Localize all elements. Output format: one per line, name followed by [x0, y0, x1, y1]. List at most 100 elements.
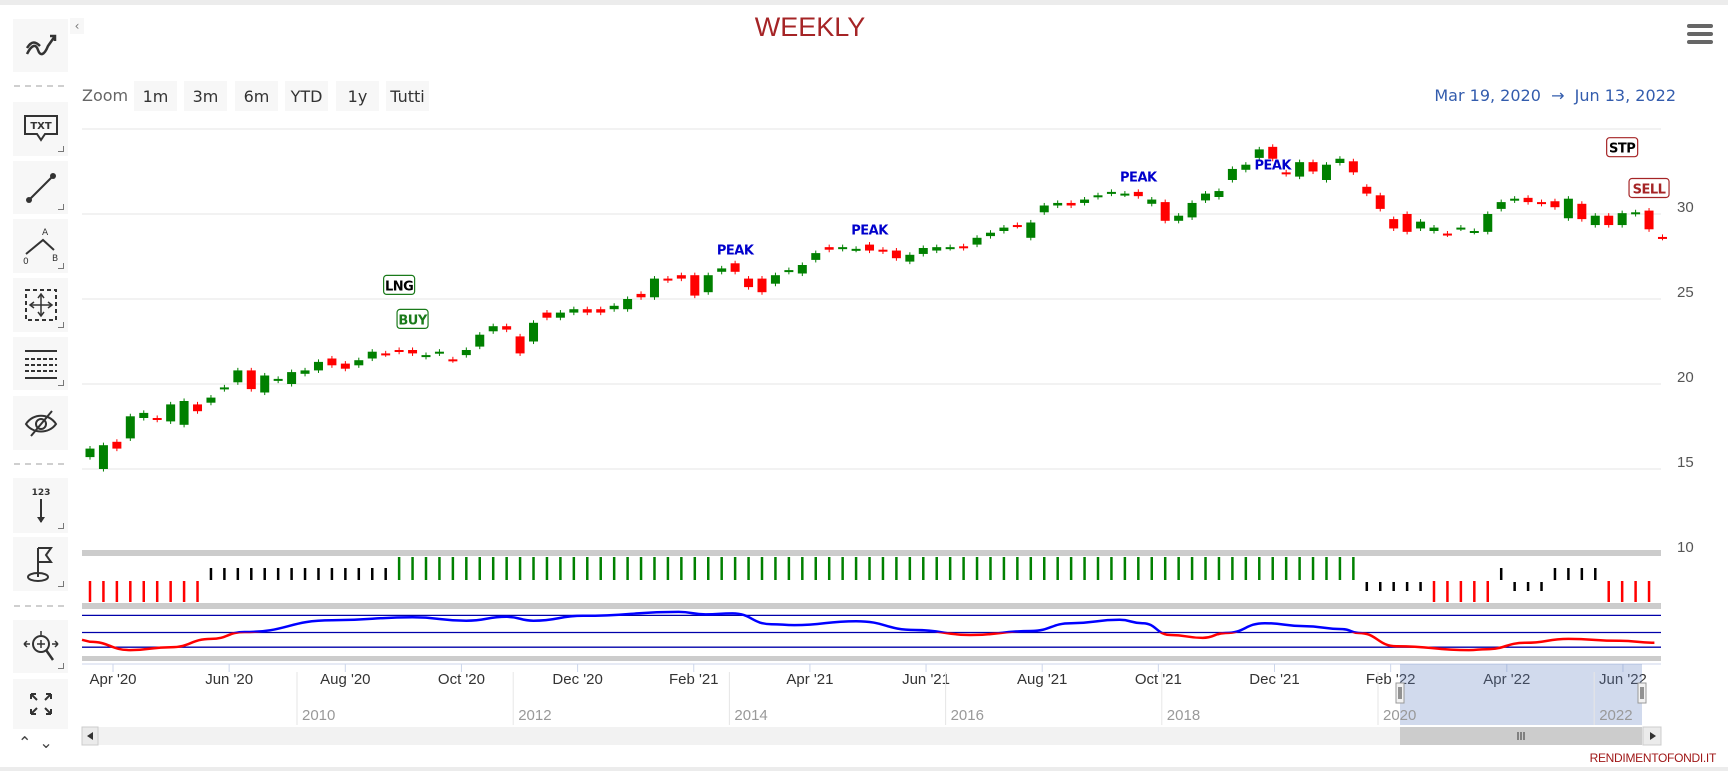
eye-off-icon — [24, 410, 57, 437]
y-axis-label: 30 — [1677, 199, 1694, 216]
flag-label: PEAK — [1120, 171, 1158, 186]
top-band — [0, 0, 1728, 5]
candle-body — [152, 418, 162, 420]
flag-button[interactable] — [13, 537, 68, 591]
candle — [1389, 216, 1399, 231]
handle-body — [1637, 682, 1647, 704]
scroll-down-icon[interactable]: ⌄ — [39, 733, 53, 752]
candle-body — [636, 293, 646, 298]
zoom-all-button[interactable]: Tutti — [386, 81, 429, 111]
zoom-1y-button[interactable]: 1y — [336, 81, 379, 111]
fibonacci-button[interactable] — [13, 337, 68, 390]
x-axis-label: Apr '21 — [786, 671, 833, 688]
candle-body — [1362, 186, 1372, 194]
text-annotation-button[interactable]: TXT — [13, 102, 68, 156]
zoom-3m-button[interactable]: 3m — [184, 81, 227, 111]
candle-body — [757, 278, 767, 293]
navigator-year-label: 2016 — [951, 707, 984, 724]
candle — [1281, 169, 1291, 177]
candle — [1201, 191, 1211, 203]
elliott-wave-button[interactable]: A 0 B — [13, 219, 68, 273]
candle — [1483, 211, 1493, 235]
indicators-button[interactable] — [13, 19, 68, 72]
candle-body — [1066, 202, 1076, 206]
candle-body — [85, 448, 95, 458]
candle-body — [1389, 219, 1399, 229]
scroll-right-icon — [1650, 732, 1656, 740]
candle — [542, 310, 552, 321]
candle-body — [300, 370, 310, 374]
x-axis-label: Oct '20 — [438, 671, 485, 688]
candle — [1308, 159, 1318, 175]
candle-body — [878, 249, 888, 252]
candle — [1577, 201, 1587, 222]
candle — [985, 230, 995, 239]
candle-body — [327, 358, 337, 366]
candle — [85, 446, 95, 460]
candle — [569, 306, 579, 316]
fullscreen-button[interactable] — [13, 679, 68, 729]
candle-body — [999, 227, 1009, 231]
candle-body — [972, 237, 982, 245]
candle — [1604, 213, 1614, 228]
candle — [287, 369, 297, 387]
candle-body — [529, 322, 539, 342]
zoom-ytd-button[interactable]: YTD — [285, 81, 328, 111]
candle-body — [1174, 215, 1184, 221]
candle — [1187, 200, 1197, 220]
candle — [1227, 166, 1237, 183]
candle-body — [770, 275, 780, 284]
candle — [730, 260, 740, 275]
zoom-move-icon — [22, 630, 59, 661]
vertical-counter-button[interactable]: 123 — [13, 478, 68, 533]
navigator-handle[interactable] — [1637, 682, 1647, 704]
candle — [1335, 156, 1345, 166]
toggle-annotations-button[interactable] — [13, 396, 68, 450]
candle-body — [1657, 236, 1667, 239]
navigator-handle[interactable] — [1395, 682, 1405, 704]
candle — [1160, 199, 1170, 224]
candle — [717, 265, 727, 275]
candle — [824, 244, 834, 253]
candle — [1416, 219, 1426, 231]
fullscreen-icon — [29, 693, 52, 715]
range-to-input[interactable]: Jun 13, 2022 — [1574, 86, 1676, 105]
candle-body — [690, 275, 700, 296]
candle-body — [851, 248, 861, 251]
flag-box — [1606, 137, 1639, 158]
hamburger-menu-icon[interactable] — [1687, 24, 1713, 44]
candle-body — [1039, 205, 1049, 213]
y-axis-label: 15 — [1677, 454, 1694, 471]
flag-label: PEAK — [1254, 159, 1292, 174]
candle-body — [838, 247, 848, 250]
chart-title: WEEKLY — [754, 12, 866, 42]
candle-body — [985, 232, 995, 237]
indicators-icon — [25, 34, 56, 55]
candle — [98, 442, 108, 472]
navigator[interactable]: 2010 2012 2014 2016 2018 2020 2022 — [296, 664, 1647, 725]
candle-body — [1442, 233, 1452, 236]
zoom-1m-button[interactable]: 1m — [134, 81, 177, 111]
candle-body — [1147, 199, 1157, 204]
zoom-change-button[interactable] — [13, 620, 68, 673]
candle-body — [1604, 215, 1614, 226]
navigator-year-label: 2018 — [1167, 707, 1200, 724]
line-tool-button[interactable] — [13, 161, 68, 214]
measure-button[interactable] — [13, 278, 68, 332]
x-axis-label: Feb '21 — [669, 671, 719, 688]
candle — [1456, 225, 1466, 231]
candle — [112, 439, 122, 452]
candle-body — [1348, 161, 1358, 173]
scroll-up-icon[interactable]: ⌃ — [18, 733, 32, 752]
scrollbar[interactable] — [81, 726, 1662, 746]
range-from-input[interactable]: Mar 19, 2020 — [1434, 86, 1541, 105]
candle — [179, 398, 189, 428]
candle — [1012, 222, 1022, 229]
collapse-toolbar-button[interactable]: ‹ — [70, 18, 84, 34]
candle — [1321, 162, 1331, 183]
candle-body — [1631, 212, 1641, 215]
candle-body — [367, 351, 377, 359]
candle-body — [1106, 191, 1116, 194]
zoom-6m-button[interactable]: 6m — [235, 81, 278, 111]
